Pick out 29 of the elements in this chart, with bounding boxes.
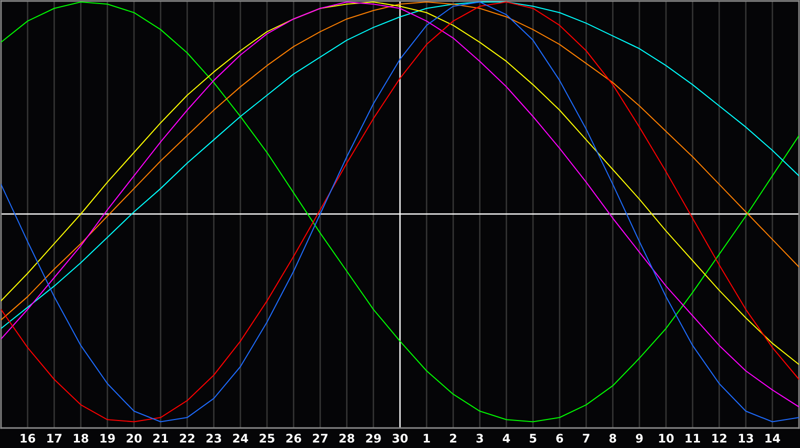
x-tick-label: 20: [126, 434, 142, 443]
x-tick-label: 6: [556, 434, 564, 443]
x-tick-label: 25: [260, 434, 274, 443]
x-tick-label: 17: [47, 434, 62, 443]
x-tick-label: 8: [609, 434, 616, 443]
x-tick-label: 22: [180, 434, 194, 443]
x-tick-label: 30: [392, 434, 408, 443]
x-tick-label: 4: [502, 434, 510, 443]
x-tick-label: 29: [366, 434, 381, 443]
x-tick-label: 12: [712, 434, 726, 443]
x-tick-label: 5: [530, 434, 536, 443]
x-tick-label: 21: [153, 434, 168, 443]
x-tick-label: 10: [659, 434, 674, 443]
x-tick-label: 19: [100, 434, 115, 443]
x-tick-label: 26: [286, 434, 302, 443]
x-tick-label: 1: [424, 434, 430, 443]
x-tick-label: 11: [686, 434, 700, 443]
x-tick-label: 2: [450, 434, 456, 443]
x-tick-label: 24: [233, 434, 248, 443]
x-tick-label: 18: [74, 434, 88, 443]
x-tick-label: 13: [738, 434, 754, 443]
x-tick-label: 27: [312, 434, 328, 443]
x-tick-label: 28: [340, 434, 354, 443]
x-tick-label: 23: [206, 434, 222, 443]
x-tick-label: 7: [582, 434, 590, 443]
x-tick-label: 3: [476, 434, 483, 443]
x-tick-label: 16: [20, 434, 36, 443]
x-tick-label: 9: [636, 434, 643, 443]
x-tick-label: 14: [766, 434, 780, 443]
